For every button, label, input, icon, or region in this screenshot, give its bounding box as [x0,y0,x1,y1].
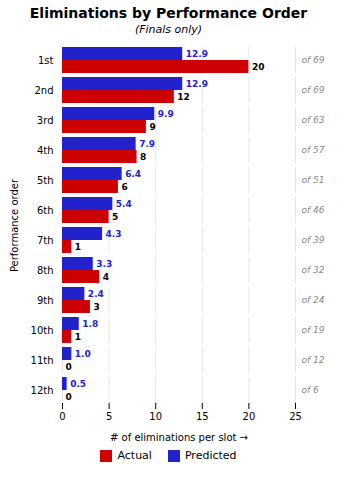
svg-text:4.3: 4.3 [106,229,122,239]
svg-text:8th: 8th [37,265,54,276]
html-text:Predicted: Predicted [184,449,237,462]
html-text:Eliminations by Performance Or: Eliminations by Performance Order [29,5,308,21]
svg-text:25: 25 [289,411,302,422]
svg-text:1.8: 1.8 [82,319,98,329]
html-text:(Finals only): (Finals only) [134,23,203,36]
svg-text:4th: 4th [37,145,54,156]
svg-text:1: 1 [75,242,81,252]
svg-text:0: 0 [66,392,72,402]
svg-text:6: 6 [121,182,127,192]
svg-text:of 39: of 39 [302,235,325,245]
svg-text:3.3: 3.3 [96,259,112,269]
svg-text:15: 15 [196,411,209,422]
svg-text:5: 5 [106,411,112,422]
svg-text:6th: 6th [37,205,54,216]
svg-text:7th: 7th [37,235,54,246]
svg-text:of 6: of 6 [302,385,320,395]
svg-text:5th: 5th [37,175,54,186]
svg-text:2nd: 2nd [34,85,53,96]
svg-text:of 32: of 32 [302,265,325,275]
svg-text:12.9: 12.9 [186,79,208,89]
svg-text:3rd: 3rd [37,115,54,126]
svg-text:6.4: 6.4 [125,169,141,179]
svg-text:12th: 12th [31,385,54,396]
svg-text:9: 9 [149,122,155,132]
svg-text:Performance order: Performance order [9,178,20,272]
svg-text:of 63: of 63 [302,115,325,125]
svg-text:1.0: 1.0 [75,349,91,359]
svg-text:# of eliminations per slot →: # of eliminations per slot → [110,432,248,443]
svg-text:0: 0 [59,411,65,422]
svg-text:0.5: 0.5 [70,379,86,389]
svg-text:5: 5 [112,212,118,222]
svg-text:1: 1 [75,332,81,342]
svg-text:10th: 10th [31,325,54,336]
svg-text:9.9: 9.9 [158,109,174,119]
svg-text:2.4: 2.4 [88,289,104,299]
svg-text:8: 8 [140,152,146,162]
svg-text:0: 0 [66,362,72,372]
svg-text:of 57: of 57 [302,145,325,155]
svg-text:4: 4 [103,272,109,282]
svg-text:9th: 9th [37,295,54,306]
svg-text:of 24: of 24 [302,295,325,305]
svg-text:of 69: of 69 [302,55,325,65]
svg-text:5.4: 5.4 [116,199,132,209]
svg-text:of 12: of 12 [302,355,325,365]
html-text:Actual: Actual [117,449,152,462]
svg-text:of 51: of 51 [302,175,325,185]
svg-text:of 19: of 19 [302,325,325,335]
svg-text:7.9: 7.9 [139,139,155,149]
svg-text:11th: 11th [31,355,54,366]
svg-text:3: 3 [93,302,99,312]
svg-text:of 46: of 46 [302,205,325,215]
svg-text:of 69: of 69 [302,85,325,95]
svg-text:10: 10 [149,411,162,422]
svg-text:12: 12 [177,92,190,102]
svg-text:20: 20 [252,62,265,72]
svg-text:12.9: 12.9 [186,49,208,59]
svg-text:1st: 1st [38,55,54,66]
svg-text:20: 20 [243,411,256,422]
